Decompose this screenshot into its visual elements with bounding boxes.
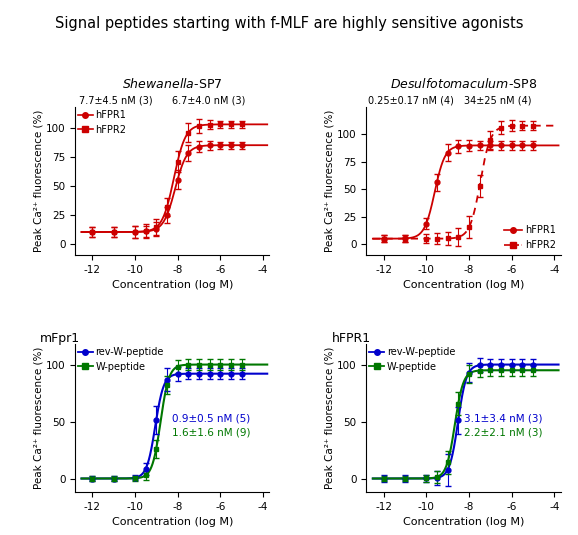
Legend: hFPR1, hFPR2: hFPR1, hFPR2 — [505, 225, 556, 250]
X-axis label: Concentration (log M): Concentration (log M) — [112, 517, 233, 528]
Y-axis label: Peak Ca²⁺ fluorescence (%): Peak Ca²⁺ fluorescence (%) — [33, 347, 43, 490]
Title: $\it{Shewanella}$-SP7: $\it{Shewanella}$-SP7 — [122, 77, 223, 90]
Text: 6.7±4.0 nM (3): 6.7±4.0 nM (3) — [172, 95, 246, 105]
Text: 1.6±1.6 nM (9): 1.6±1.6 nM (9) — [172, 428, 251, 438]
Text: 7.7±4.5 nM (3): 7.7±4.5 nM (3) — [79, 95, 153, 105]
Text: mFpr1: mFpr1 — [40, 332, 80, 345]
X-axis label: Concentration (log M): Concentration (log M) — [403, 280, 524, 291]
Text: 0.25±0.17 nM (4): 0.25±0.17 nM (4) — [368, 95, 454, 105]
Text: 3.1±3.4 nM (3): 3.1±3.4 nM (3) — [464, 413, 542, 423]
Legend: rev-W-peptide, W-peptide: rev-W-peptide, W-peptide — [78, 347, 164, 372]
Y-axis label: Peak Ca²⁺ fluorescence (%): Peak Ca²⁺ fluorescence (%) — [324, 347, 334, 490]
Y-axis label: Peak Ca²⁺ fluorescence (%): Peak Ca²⁺ fluorescence (%) — [324, 110, 334, 253]
X-axis label: Concentration (log M): Concentration (log M) — [112, 280, 233, 291]
Text: 2.2±2.1 nM (3): 2.2±2.1 nM (3) — [464, 428, 542, 438]
Text: hFPR1: hFPR1 — [332, 332, 370, 345]
Title: $\it{Desulfotomaculum}$-SP8: $\it{Desulfotomaculum}$-SP8 — [390, 77, 537, 90]
X-axis label: Concentration (log M): Concentration (log M) — [403, 517, 524, 528]
Y-axis label: Peak Ca²⁺ fluorescence (%): Peak Ca²⁺ fluorescence (%) — [33, 110, 43, 253]
Legend: rev-W-peptide, W-peptide: rev-W-peptide, W-peptide — [369, 347, 455, 372]
Text: 34±25 nM (4): 34±25 nM (4) — [464, 95, 531, 105]
Text: 0.9±0.5 nM (5): 0.9±0.5 nM (5) — [172, 413, 250, 423]
Legend: hFPR1, hFPR2: hFPR1, hFPR2 — [78, 110, 127, 135]
Text: Signal peptides starting with f-MLF are highly sensitive agonists: Signal peptides starting with f-MLF are … — [55, 16, 523, 31]
